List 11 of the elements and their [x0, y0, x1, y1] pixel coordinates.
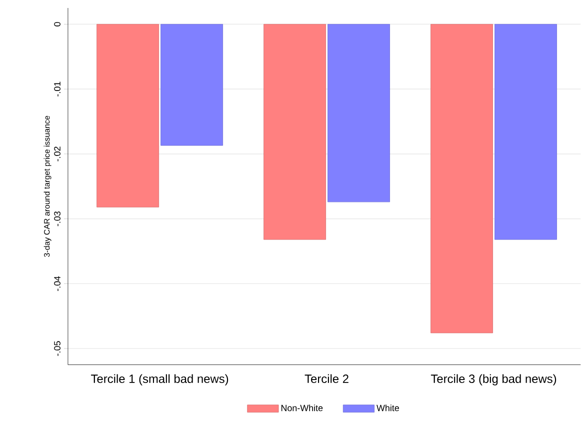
y-tick-label: -.04: [54, 276, 60, 292]
y-tick-label: -.02: [54, 146, 60, 162]
y-tick-label: -.01: [54, 82, 60, 97]
y-tick-label: -.05: [54, 341, 60, 356]
x-tick-label: Tercile 1 (small bad news): [91, 374, 228, 386]
legend-label: Non-White: [281, 404, 323, 412]
y-tick-label: 0: [54, 22, 60, 26]
x-tick-label: Tercile 3 (big bad news): [430, 374, 556, 386]
legend-label: White: [376, 404, 400, 412]
y-tick-label: -.03: [54, 212, 60, 226]
x-tick-label: Tercile 2: [304, 374, 348, 384]
